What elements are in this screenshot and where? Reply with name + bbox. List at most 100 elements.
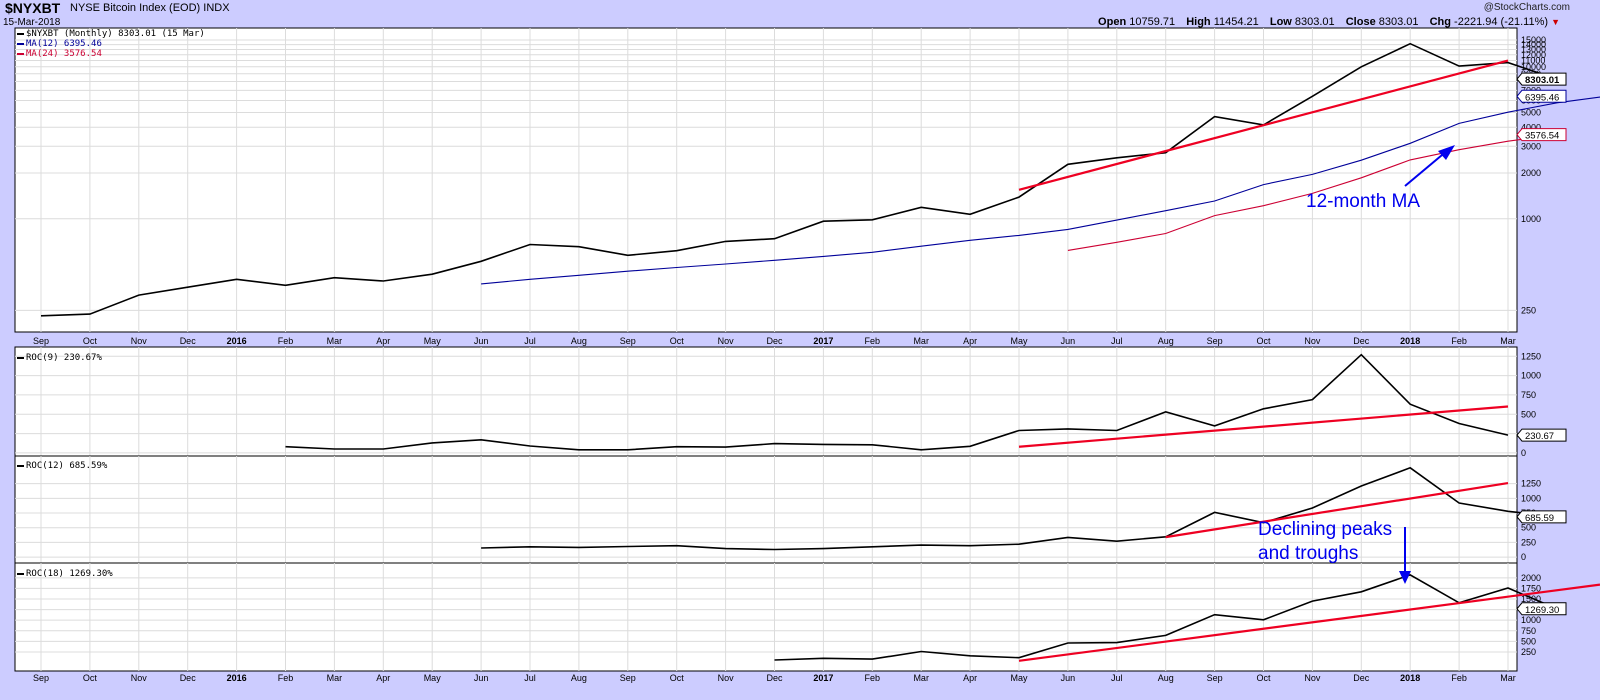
x-tick-label: Oct (83, 673, 98, 683)
x-tick-label: Mar (913, 673, 929, 683)
x-tick-label: Dec (766, 336, 783, 346)
x-tick-label: Jun (1061, 673, 1076, 683)
x-tick-label: Feb (1451, 673, 1467, 683)
trendline-3-0 (1018, 583, 1600, 662)
x-tick-label: May (1010, 673, 1028, 683)
x-tick-label: Feb (278, 336, 294, 346)
down-triangle-icon: ▼ (1551, 17, 1560, 27)
x-tick-label: 2016 (227, 336, 247, 346)
y-tick-label: 500 (1521, 409, 1536, 419)
x-tick-label: Jun (474, 673, 489, 683)
value-tag-text: 1269.30 (1525, 605, 1559, 616)
x-tick-label: Dec (766, 673, 783, 683)
legend-item-ma24: MA(24) 3576.54 (17, 49, 205, 59)
y-tick-label: 4000 (1521, 122, 1541, 132)
x-tick-label: Mar (327, 673, 343, 683)
y-tick-label: 1500 (1521, 594, 1541, 604)
value-tag-box (1516, 602, 1567, 616)
annotation-ma-label: 12-month MA (1306, 191, 1421, 212)
legend-roc9-text: ROC(9) 230.67% (26, 353, 102, 363)
x-tick-label: Oct (83, 336, 98, 346)
x-tick-label: Aug (571, 336, 587, 346)
roc18-legend: ROC(18) 1269.30% (17, 569, 113, 579)
x-tick-label: Sep (1207, 673, 1223, 683)
trendline-1-0 (1018, 405, 1509, 448)
close-value: 8303.01 (1378, 16, 1419, 28)
y-tick-label: 1250 (1521, 351, 1541, 361)
chart-symbol: $NYXBT (5, 0, 61, 16)
x-tick-label: Aug (1158, 673, 1174, 683)
x-tick-label: May (424, 673, 442, 683)
legend-roc12-text: ROC(12) 685.59% (26, 461, 108, 471)
ohlc-summary: Open 10759.71 High 11454.21 Low 8303.01 … (1098, 16, 1560, 28)
x-tick-label: May (1010, 336, 1028, 346)
high-value: 11454.21 (1213, 16, 1259, 28)
x-tick-label: Mar (327, 336, 343, 346)
x-tick-label: Apr (376, 673, 390, 683)
series-line-0-0 (40, 42, 1558, 317)
value-tag-box (1516, 428, 1567, 442)
panel-3 (14, 562, 1518, 672)
legend-ma12-text: MA(12) 6395.46 (26, 39, 102, 49)
x-tick-label: Apr (963, 673, 977, 683)
value-tag-box (1516, 89, 1567, 103)
annotation-peaks-line2: and troughs (1258, 543, 1359, 564)
y-tick-label: 2000 (1521, 573, 1541, 583)
x-tick-label: 2017 (813, 336, 833, 346)
low-value: 8303.01 (1294, 16, 1335, 28)
x-tick-label: Feb (278, 673, 294, 683)
change-value: -2221.94 (-21.11%) (1454, 16, 1549, 28)
close-label: Close (1345, 16, 1376, 28)
x-tick-label: Dec (1353, 336, 1370, 346)
value-tag-box (1516, 72, 1567, 86)
value-tag-text: 685.59 (1525, 513, 1554, 524)
y-tick-label: 10000 (1521, 62, 1546, 72)
x-tick-label: Feb (865, 336, 881, 346)
y-tick-label: 1000 (1521, 493, 1541, 503)
x-tick-label: Dec (180, 336, 197, 346)
x-tick-label: Jul (524, 336, 536, 346)
x-tick-label: Jul (1111, 336, 1123, 346)
x-tick-label: Nov (1304, 336, 1321, 346)
x-tick-label: Mar (913, 336, 929, 346)
trendline-2-0 (1165, 481, 1509, 539)
high-label: High (1186, 16, 1211, 28)
x-tick-label: Dec (1353, 673, 1370, 683)
y-tick-label: 0 (1521, 448, 1526, 458)
x-tick-label: Oct (670, 336, 685, 346)
change-label: Chg (1429, 16, 1451, 28)
y-tick-label: 14000 (1521, 40, 1546, 50)
x-tick-label: Nov (131, 336, 148, 346)
y-tick-label: 500 (1521, 523, 1536, 533)
x-tick-label: 2017 (813, 673, 833, 683)
x-tick-label: Apr (376, 336, 390, 346)
y-tick-label: 3000 (1521, 141, 1541, 151)
panel-2 (14, 455, 1518, 564)
legend-ma24-text: MA(24) 3576.54 (26, 49, 102, 59)
y-tick-label: 5000 (1521, 108, 1541, 118)
x-tick-label: Sep (33, 673, 49, 683)
series-line-1-0 (285, 353, 1509, 451)
x-tick-label: Feb (1451, 336, 1467, 346)
x-tick-label: Sep (33, 336, 49, 346)
y-tick-label: 0 (1521, 552, 1526, 562)
x-tick-label: Dec (180, 673, 197, 683)
roc12-legend: ROC(12) 685.59% (17, 461, 107, 471)
x-tick-label: 2016 (227, 673, 247, 683)
x-tick-label: May (424, 336, 442, 346)
x-tick-label: Oct (1256, 673, 1271, 683)
x-tick-label: Sep (620, 336, 636, 346)
y-tick-label: 1750 (1521, 583, 1541, 593)
x-tick-label: Oct (670, 673, 685, 683)
series-line-0-2 (1067, 134, 1557, 251)
panel-0 (14, 27, 1518, 333)
open-label: Open (1098, 16, 1127, 28)
y-tick-label: 250 (1521, 647, 1536, 657)
panel-1 (14, 346, 1518, 457)
y-tick-label: 2000 (1521, 168, 1541, 178)
x-tick-label: Nov (718, 336, 735, 346)
x-tick-label: 2018 (1400, 673, 1420, 683)
annotation-arrow-ma-shaft (1404, 149, 1449, 187)
x-tick-label: Feb (865, 673, 881, 683)
